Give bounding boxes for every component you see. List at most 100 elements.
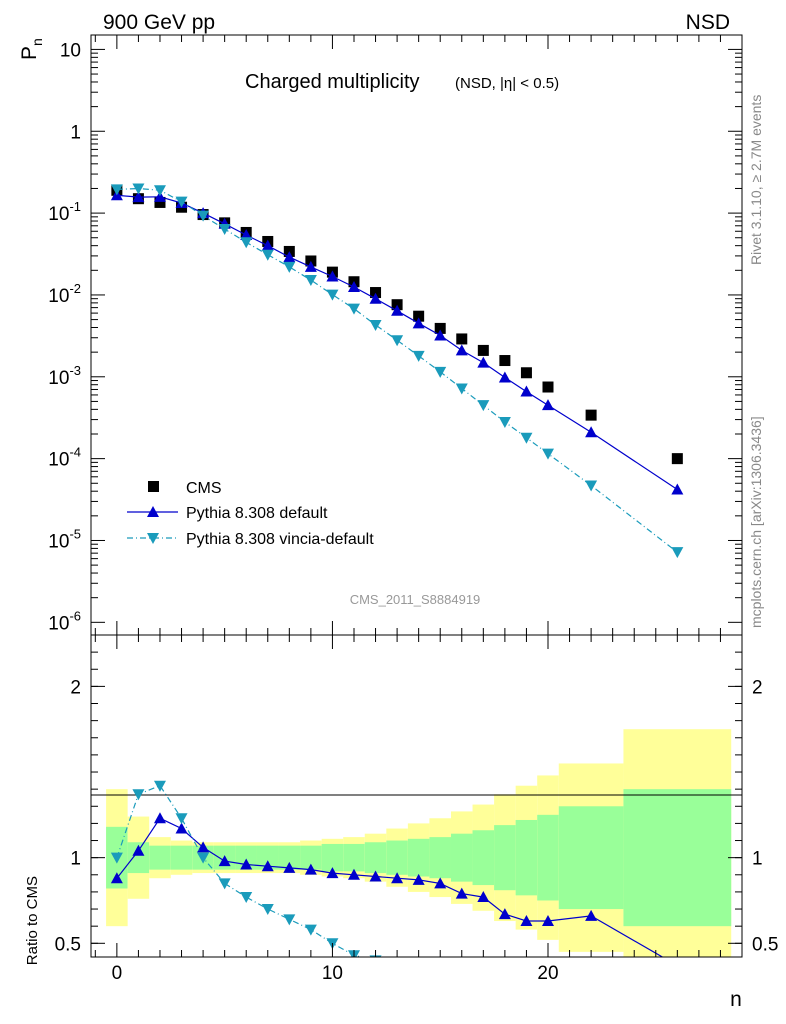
main-point: [541, 448, 554, 460]
ratio-point: [261, 904, 274, 916]
main-point: [153, 190, 166, 202]
ratio-xtick-label: 20: [537, 963, 558, 984]
ratio-point: [434, 877, 447, 889]
ratio-point: [240, 858, 253, 870]
main-ylabel-sub: n: [29, 38, 45, 46]
main-point: [218, 223, 231, 235]
ratio-stat-band: [170, 845, 193, 870]
ratio-point: [283, 914, 296, 926]
ratio-stat-band: [450, 833, 473, 882]
analysis-watermark: CMS_2011_S8884919: [350, 592, 481, 607]
ratio-point: [520, 915, 533, 927]
ratio-point: [541, 915, 554, 927]
ratio-point: [585, 909, 598, 921]
main-point: [369, 292, 382, 304]
main-point: [240, 237, 253, 249]
legend-label-pythia-default: Pythia 8.308 default: [186, 505, 328, 522]
main-point: [304, 260, 317, 272]
ratio-stat-band: [407, 838, 430, 877]
ratio-point: [153, 780, 166, 792]
ratio-point: [412, 873, 425, 885]
main-point: [153, 185, 166, 197]
main-point: [304, 275, 317, 287]
x-axis-label: n: [730, 988, 742, 1011]
ratio-point: [455, 887, 468, 899]
main-ytick-label: 10-4: [48, 445, 81, 471]
side-label-upper: Rivet 3.1.10, ≥ 2.7M events: [748, 95, 764, 265]
main-ytick-label: 10-6: [48, 608, 81, 634]
ratio-stat-band: [472, 830, 495, 886]
ratio-series-clipped: [110, 780, 683, 971]
ratio-point: [132, 789, 145, 801]
main-axis-ticks: 10 1 10-1 10-2 10-3 10-4 10-5 10-6: [48, 35, 743, 635]
main-point: [434, 366, 447, 378]
ratio-point: [110, 872, 123, 884]
ratio-stat-band: [429, 837, 451, 879]
main-point: [370, 287, 382, 299]
main-point: [671, 547, 684, 559]
main-point: [132, 191, 145, 203]
main-point: [154, 196, 166, 208]
ratio-stat-band: [256, 845, 279, 870]
main-ytick-label: 10-5: [48, 526, 81, 552]
main-ytick-label: 10-3: [48, 363, 81, 389]
ratio-ytick-label: 0.5: [55, 934, 81, 955]
main-point: [671, 483, 684, 495]
main-point: [541, 399, 554, 411]
main-point: [391, 304, 404, 316]
ratio-series-group: [110, 780, 683, 971]
main-point: [326, 270, 339, 282]
ratio-point: [391, 872, 404, 884]
ratio-ylabel: Ratio to CMS: [24, 876, 41, 965]
ratio-stat-band: [278, 845, 301, 870]
main-point: [434, 322, 446, 334]
ratio-stat-band: [300, 845, 322, 870]
main-point: [110, 184, 123, 196]
legend-label-vincia: Pythia 8.308 vincia-default: [186, 531, 374, 548]
main-point: [477, 344, 489, 356]
ratio-point: [671, 960, 683, 971]
ratio-point: [347, 868, 360, 880]
main-point: [283, 251, 296, 263]
ratio-axis-ticks: 0 10 20 0.5 0.5 1 1 2 2: [55, 634, 778, 984]
ratio-point: [153, 812, 166, 824]
ratio-point: [477, 891, 490, 903]
ratio-point: [304, 863, 317, 875]
ratio-point: [218, 878, 231, 890]
legend-marker-vincia: [147, 533, 159, 544]
main-point: [132, 183, 145, 195]
main-point: [412, 350, 425, 362]
ratio-point: [110, 852, 123, 864]
ratio-xtick-label: 0: [112, 963, 123, 984]
main-point: [369, 319, 382, 331]
main-point: [520, 385, 533, 397]
ratio-point: [369, 870, 382, 882]
chart-subtitle: (NSD, |η| < 0.5): [455, 75, 559, 92]
main-point: [347, 281, 360, 293]
main-ylabel: Pn: [18, 38, 45, 60]
ratio-point: [283, 861, 296, 873]
ratio-stat-band: [558, 806, 624, 910]
main-ytick-label: 10: [60, 40, 81, 61]
ratio-stat-band: [343, 843, 365, 872]
ratio-point: [218, 855, 231, 867]
main-point: [585, 480, 598, 492]
legend-marker-pythia-default: [147, 506, 159, 517]
ratio-point: [197, 852, 210, 864]
main-point: [456, 333, 468, 345]
ratio-xtick-label: 10: [322, 963, 343, 984]
chart-title: Charged multiplicity: [245, 71, 420, 93]
main-point: [520, 432, 533, 444]
header-left: 900 GeV pp: [103, 11, 215, 34]
main-point: [434, 329, 447, 341]
main-point: [477, 400, 490, 412]
ratio-stat-band: [515, 819, 538, 896]
ratio-uncertainty-bands: [106, 729, 732, 957]
side-label-lower: mcplots.cern.ch [arXiv:1306.3436]: [748, 416, 764, 628]
main-point: [585, 409, 597, 421]
main-ylabel-base: P: [18, 46, 41, 60]
ratio-ytick-label: 1: [70, 849, 81, 870]
main-point: [391, 335, 404, 347]
ratio-stat-band: [149, 845, 171, 870]
